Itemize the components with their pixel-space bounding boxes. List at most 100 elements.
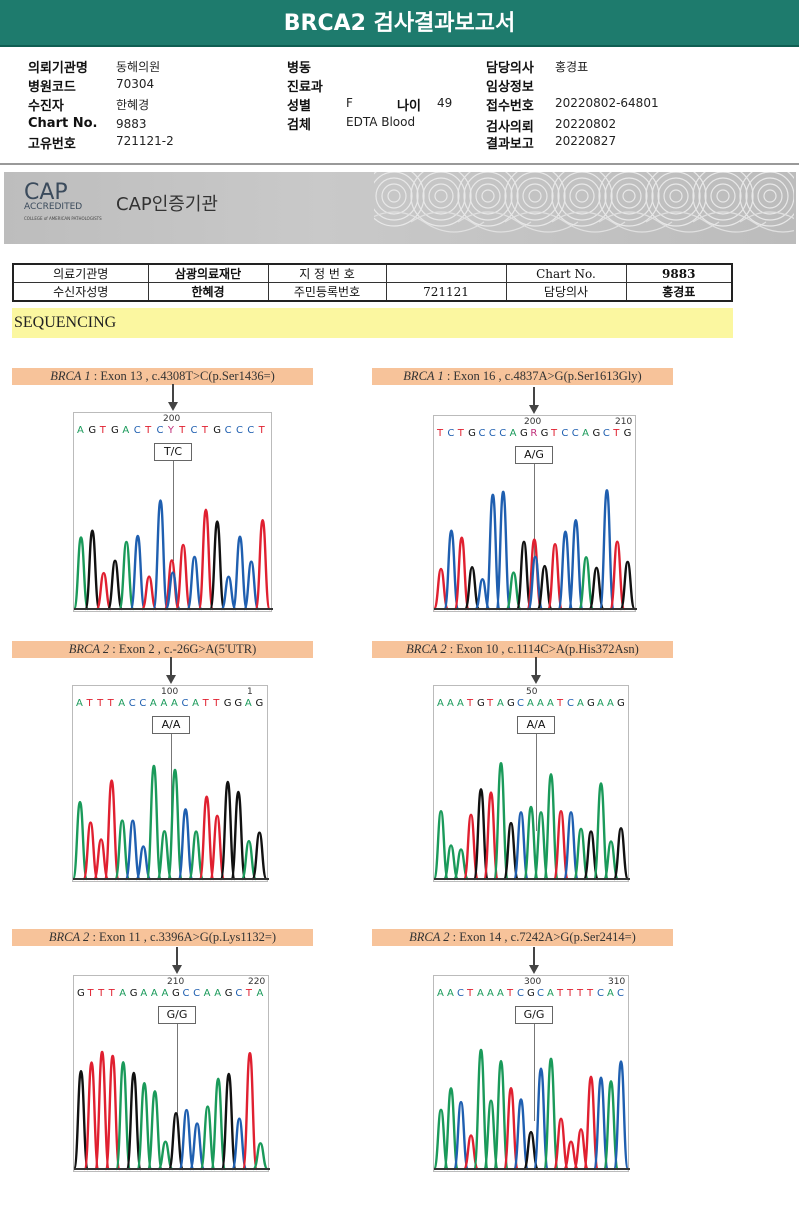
wave-swirl <box>669 189 683 203</box>
base-call: T <box>577 988 584 999</box>
wave-swirl <box>698 172 748 221</box>
position-number: 1 <box>247 687 253 697</box>
cell: 의료기관명 <box>12 263 149 283</box>
chromatogram: 200 210 T C T G C C C A G R G T C C A G C T G A/G <box>433 415 637 612</box>
wave-swirl <box>374 172 425 227</box>
base-call: G <box>224 988 233 999</box>
base-call: G <box>617 698 625 709</box>
base-call: G <box>111 425 119 436</box>
trace-peak <box>115 1061 132 1171</box>
base-call: C <box>617 988 624 999</box>
trace-peak <box>472 788 490 881</box>
age-label: 나이 <box>397 99 421 114</box>
trace-peak <box>95 571 112 611</box>
wave-swirl <box>610 177 648 215</box>
base-call: G <box>623 428 632 439</box>
trace-peak <box>209 814 226 881</box>
header-label: 담당의사 <box>486 61 534 76</box>
gene-name: BRCA 2 <box>48 930 90 944</box>
base-call: A <box>527 698 534 709</box>
trace-peak <box>124 819 141 881</box>
base-call: C <box>561 428 569 439</box>
wave-swirl <box>510 172 560 221</box>
base-call: A <box>140 988 148 999</box>
wave-swirl <box>692 172 754 227</box>
wave-line <box>374 211 485 233</box>
base-call: C <box>139 698 147 709</box>
trace-peak <box>546 542 564 611</box>
base-call: T <box>557 698 564 709</box>
trace-peak <box>146 1090 164 1171</box>
arrow-line <box>172 384 174 404</box>
header-label: 고유번호 <box>28 137 76 152</box>
trace-peak <box>434 810 450 881</box>
base-call: G <box>540 428 549 439</box>
cap-logo: CAP <box>24 180 68 205</box>
base-call: A <box>256 988 264 999</box>
base-call: G <box>213 425 221 436</box>
wave-line <box>457 211 579 233</box>
divider <box>0 163 799 165</box>
trace-peak <box>73 800 89 881</box>
base-call: T <box>107 698 114 709</box>
base-call: A <box>457 698 464 709</box>
arrow-line <box>533 947 535 967</box>
trace-peak <box>442 1087 460 1171</box>
header-label: 결과보고 <box>486 137 534 152</box>
cell: 홍경표 <box>625 282 733 302</box>
trace-peak <box>592 782 610 881</box>
cell <box>385 263 507 283</box>
base-call: G <box>587 698 595 709</box>
position-number: 300 <box>524 977 542 987</box>
base-call: C <box>133 425 141 436</box>
marker-line <box>177 1024 178 1121</box>
base-call: C <box>181 698 189 709</box>
trace-peak <box>532 1067 550 1171</box>
trace-peak <box>492 762 510 881</box>
trace-peak <box>495 490 512 611</box>
trace-peak <box>562 811 580 881</box>
cap-logo-org: COLLEGE of AMERICAN PATHOLOGISTS <box>24 216 102 221</box>
base-call: T <box>557 988 564 999</box>
genotype-box: A/G <box>515 446 553 464</box>
trace-peak <box>93 1050 111 1171</box>
wave-swirl <box>604 172 654 221</box>
base-call: C <box>567 698 574 709</box>
base-call: T <box>99 425 106 436</box>
trace-peak <box>609 540 626 611</box>
wave-swirl <box>645 172 707 227</box>
base-call: G <box>519 428 528 439</box>
base-call: C <box>488 428 496 439</box>
wave-swirl <box>416 172 466 221</box>
base-call: C <box>128 698 136 709</box>
trace-peak <box>492 1059 510 1171</box>
chromatogram: 50 A A A T G T A G C A A A T C A G A A G A/A <box>433 685 630 882</box>
trace-peak <box>572 827 590 881</box>
variant-desc: : Exon 11 , c.3396A>G(p.Lys1132=) <box>89 930 277 944</box>
trace-peak <box>505 571 522 611</box>
trace-plot <box>74 1050 270 1171</box>
trace-peak <box>125 1071 142 1171</box>
base-call: A <box>487 988 494 999</box>
trace-peak <box>118 540 135 611</box>
base-call: A <box>437 988 444 999</box>
wave-swirl <box>428 183 454 209</box>
wave-swirl <box>469 177 507 215</box>
trace-peak <box>522 805 540 881</box>
arrow-line <box>170 657 172 677</box>
trace-peak <box>472 1048 490 1171</box>
trace-peak <box>74 1069 90 1171</box>
trace-peak <box>536 564 553 611</box>
trace-peak <box>453 536 470 611</box>
genotype-box: A/A <box>517 716 555 734</box>
cell: 721121 <box>385 282 507 302</box>
cell: 수신자성명 <box>12 282 149 302</box>
gene-name: BRCA 1 <box>50 369 91 383</box>
base-call: A <box>171 698 178 709</box>
base-call: A <box>607 988 614 999</box>
wave-line <box>551 211 673 233</box>
trace-peak <box>592 1076 610 1171</box>
trace-peak <box>84 529 101 611</box>
wave-swirl <box>657 177 695 215</box>
trace-peak <box>82 821 99 881</box>
